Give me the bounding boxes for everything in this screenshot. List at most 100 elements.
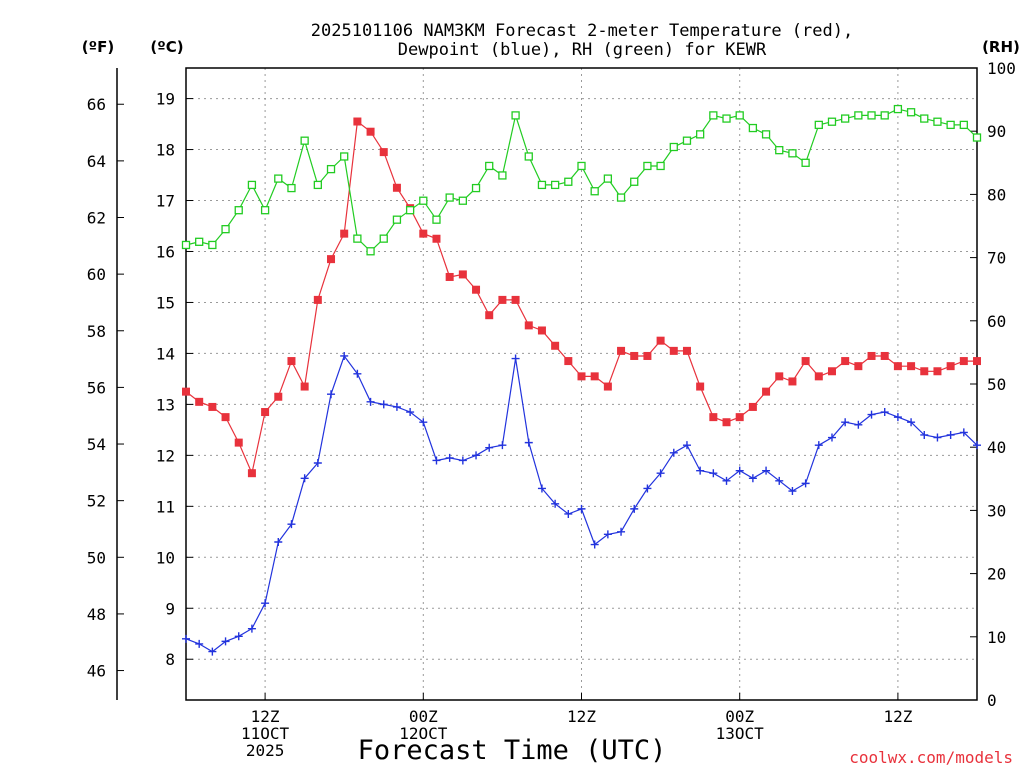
- rh-point: [880, 111, 889, 120]
- dewpoint-point: [933, 433, 942, 442]
- dewpoint-line: [185, 354, 978, 653]
- rh-point: [471, 183, 481, 193]
- temperature-point: [537, 326, 546, 335]
- rh-point: [959, 120, 968, 130]
- chart-title-line2: Dewpoint (blue), RH (green) for KEWR: [398, 40, 767, 60]
- temperature-point: [287, 357, 296, 366]
- temperature-point: [577, 372, 586, 381]
- rh-point: [458, 196, 468, 205]
- temperature-point: [801, 357, 810, 366]
- celsius-tick-label: 16: [156, 242, 175, 261]
- temperature-point: [511, 295, 520, 304]
- rh-tick-label: 80: [987, 185, 1006, 204]
- temperature-point: [933, 367, 942, 376]
- dewpoint-point: [458, 456, 467, 465]
- rh-point: [392, 215, 402, 224]
- rh-point: [709, 111, 718, 120]
- x-tick-label: 2025: [246, 741, 285, 760]
- rh-point: [366, 247, 375, 256]
- rh-tick-label: 0: [987, 691, 997, 710]
- rh-point: [972, 133, 982, 142]
- rh-point: [234, 206, 243, 215]
- rh-point: [682, 136, 692, 145]
- temperature-point: [854, 362, 863, 371]
- rh-point: [841, 114, 850, 123]
- fahrenheit-tick-label: 54: [87, 435, 106, 454]
- x-tick-label: 12Z: [251, 707, 280, 726]
- rh-point: [722, 114, 731, 123]
- dewpoint-point: [366, 397, 375, 406]
- data-series: [181, 104, 982, 656]
- celsius-tick-label: 19: [156, 90, 175, 109]
- temperature-point: [300, 382, 309, 391]
- fahrenheit-tick-label: 66: [87, 95, 106, 114]
- dewpoint-point: [379, 400, 388, 409]
- dewpoint-point: [682, 441, 691, 450]
- dewpoint-point: [617, 527, 626, 536]
- temperature-point: [722, 418, 731, 427]
- rh-point: [313, 180, 322, 190]
- temperature-point: [366, 127, 375, 136]
- dewpoint-point: [696, 466, 705, 475]
- celsius-tick-label: 9: [165, 599, 175, 618]
- rh-point: [537, 180, 547, 190]
- rh-point: [616, 193, 626, 202]
- fahrenheit-tick-label: 62: [87, 209, 106, 228]
- rh-tick-label: 30: [987, 501, 1006, 520]
- rh-point: [340, 152, 349, 161]
- celsius-tick-label: 8: [165, 650, 175, 669]
- rh-point: [195, 237, 204, 246]
- x-tick-label: 12OCT: [399, 724, 448, 743]
- rh-point: [577, 161, 586, 171]
- temperature-point: [379, 148, 388, 157]
- rh-point: [827, 117, 837, 126]
- rh-point: [920, 114, 929, 123]
- rh-point: [208, 240, 217, 250]
- dewpoint-point: [247, 624, 256, 633]
- temperature-point: [313, 295, 322, 304]
- temperature-point: [907, 362, 916, 371]
- dewpoint-point: [274, 538, 283, 546]
- temperature-point: [880, 351, 889, 360]
- temperature-point: [748, 402, 757, 411]
- temperature-point: [340, 229, 349, 238]
- fahrenheit-tick-label: 58: [87, 322, 106, 341]
- rh-tick-label: 10: [987, 628, 1006, 647]
- dewpoint-point: [511, 354, 520, 363]
- fahrenheit-tick-label: 56: [87, 378, 106, 397]
- temperature-point: [221, 413, 230, 422]
- dewpoint-point: [182, 634, 190, 643]
- dewpoint-point: [880, 408, 889, 417]
- rh-point: [221, 225, 230, 234]
- credit-link[interactable]: coolwx.com/models: [849, 748, 1013, 767]
- rh-point: [933, 117, 942, 126]
- dewpoint-point: [419, 418, 428, 427]
- dewpoint-point: [788, 487, 797, 496]
- rh-point: [524, 152, 533, 161]
- rh-point: [550, 180, 560, 190]
- dewpoint-point: [577, 504, 586, 513]
- temperature-point: [472, 285, 481, 294]
- celsius-tick-label: 10: [156, 548, 175, 567]
- temperature-point: [696, 382, 705, 391]
- dewpoint-point: [603, 530, 612, 539]
- x-tick-label: 00Z: [409, 707, 438, 726]
- dewpoint-point: [669, 448, 678, 457]
- temperature-point: [498, 295, 507, 304]
- rh-point: [775, 146, 784, 155]
- temperature-point: [590, 372, 599, 381]
- rh-tick-label: 90: [987, 122, 1006, 141]
- temperature-point: [274, 392, 283, 401]
- fahrenheit-tick-label: 60: [87, 265, 106, 284]
- rh-point: [643, 161, 652, 171]
- temperature-point: [603, 382, 612, 391]
- rh-point: [445, 193, 454, 202]
- dewpoint-point: [920, 430, 929, 439]
- rh-point: [696, 130, 705, 139]
- dewpoint-point: [564, 509, 573, 518]
- rh-point: [854, 111, 863, 120]
- dewpoint-point: [195, 639, 204, 648]
- dewpoint-point: [208, 647, 217, 656]
- rh-point: [300, 136, 309, 145]
